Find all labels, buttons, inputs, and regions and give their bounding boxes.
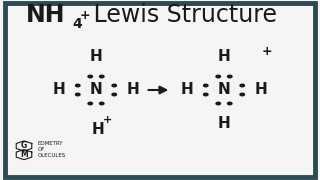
- Text: H: H: [218, 116, 230, 131]
- Circle shape: [204, 84, 208, 87]
- Circle shape: [228, 75, 232, 78]
- Text: H: H: [181, 82, 194, 98]
- Text: H: H: [90, 49, 102, 64]
- Circle shape: [88, 102, 92, 105]
- Text: Lewis Structure: Lewis Structure: [86, 3, 277, 28]
- Circle shape: [76, 84, 80, 87]
- Text: NH: NH: [26, 3, 65, 28]
- Circle shape: [204, 93, 208, 96]
- Text: N: N: [90, 82, 102, 98]
- Text: +: +: [103, 115, 112, 125]
- Text: OLECULES: OLECULES: [37, 153, 66, 158]
- Text: EOMETRY: EOMETRY: [37, 141, 63, 146]
- Text: +: +: [79, 9, 90, 22]
- Circle shape: [216, 102, 220, 105]
- Circle shape: [112, 84, 116, 87]
- Text: 4: 4: [72, 17, 82, 31]
- Circle shape: [100, 75, 104, 78]
- Text: H: H: [53, 82, 66, 98]
- Circle shape: [112, 93, 116, 96]
- Circle shape: [88, 75, 92, 78]
- Text: M: M: [20, 150, 28, 159]
- Circle shape: [240, 84, 244, 87]
- Text: H: H: [218, 49, 230, 64]
- Circle shape: [76, 93, 80, 96]
- Text: G: G: [21, 141, 27, 150]
- Circle shape: [216, 75, 220, 78]
- Circle shape: [240, 93, 244, 96]
- Text: H: H: [254, 82, 267, 98]
- Text: N: N: [218, 82, 230, 98]
- Text: +: +: [262, 45, 273, 58]
- Circle shape: [228, 102, 232, 105]
- Text: H: H: [126, 82, 139, 98]
- Circle shape: [100, 102, 104, 105]
- Text: H: H: [91, 122, 104, 137]
- Text: OF: OF: [37, 147, 45, 152]
